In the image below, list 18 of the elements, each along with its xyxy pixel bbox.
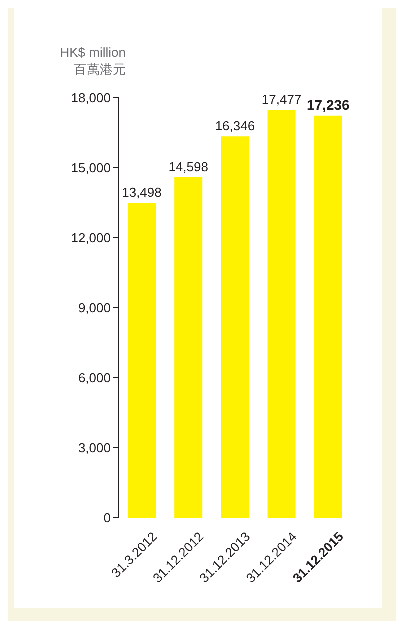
y-axis-title: HK$ million 百萬港元 xyxy=(59,44,126,78)
bar xyxy=(314,116,342,518)
data-label: 17,236 xyxy=(306,96,350,113)
y-tick-label: 9,000 xyxy=(78,300,111,316)
data-label: 13,498 xyxy=(122,185,162,200)
y-tick-label: 18,000 xyxy=(71,90,111,106)
bar xyxy=(268,110,296,518)
bar xyxy=(128,203,156,518)
data-label: 17,477 xyxy=(262,92,302,108)
bar xyxy=(221,136,250,518)
y-tick-label: 3,000 xyxy=(78,440,111,456)
y-tick-label: 12,000 xyxy=(71,230,111,246)
y-tick-label: 0 xyxy=(104,510,111,526)
y-tick-label: 15,000 xyxy=(71,160,111,176)
bar xyxy=(174,177,203,518)
data-label: 16,346 xyxy=(215,118,256,134)
y-tick-label: 6,000 xyxy=(78,370,111,386)
data-label: 14,598 xyxy=(168,159,208,174)
